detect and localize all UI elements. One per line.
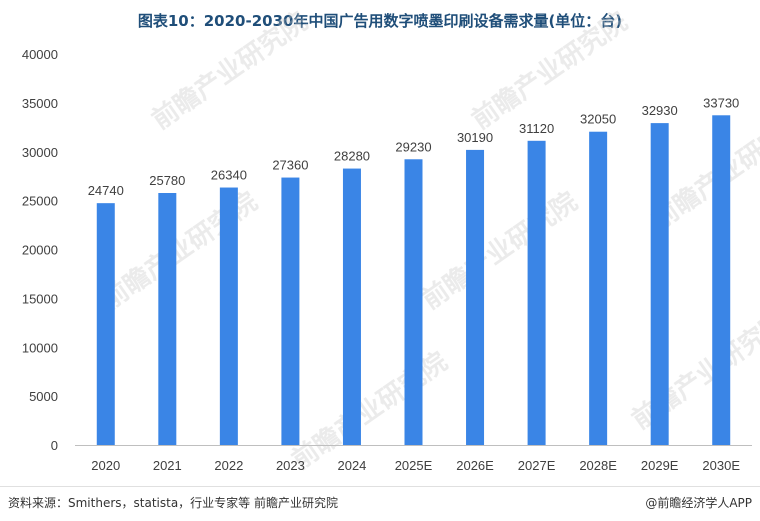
data-label-2027E: 31120 — [519, 121, 554, 136]
y-tick-label: 10000 — [22, 340, 58, 355]
y-tick-label: 0 — [51, 438, 58, 453]
data-label-2030E: 33730 — [703, 95, 739, 110]
x-tick-label-2023: 2023 — [276, 458, 305, 473]
watermark-text: 前瞻产业研究院 — [146, 6, 313, 136]
y-tick-label: 25000 — [22, 194, 58, 209]
y-tick-label: 15000 — [22, 291, 58, 306]
y-tick-label: 30000 — [22, 145, 58, 160]
credit-note: @前瞻经济学人APP — [645, 496, 752, 510]
y-tick-label: 20000 — [22, 243, 58, 258]
bar-2027E — [527, 140, 546, 445]
x-tick-label-2029E: 2029E — [641, 458, 679, 473]
bar-2028E — [589, 131, 608, 445]
data-label-2022: 26340 — [211, 168, 247, 183]
data-labels: 24740 25780 26340 27360 28280 29230 30190 31120… — [88, 95, 740, 198]
x-tick-label-2030E: 2030E — [702, 458, 740, 473]
data-label-2028E: 32050 — [580, 112, 616, 127]
y-tick-label: 5000 — [29, 389, 58, 404]
bar-2029E — [650, 123, 669, 445]
data-label-2029E: 32930 — [642, 103, 678, 118]
watermark-text: 前瞻产业研究院 — [286, 346, 453, 476]
bar-2025E — [404, 159, 423, 446]
x-tick-label-2020: 2020 — [91, 458, 120, 473]
data-label-2025E: 29230 — [395, 139, 431, 154]
x-tick-label-2022: 2022 — [214, 458, 243, 473]
bar-2022 — [219, 187, 238, 446]
bar-2021 — [158, 193, 177, 445]
x-tick-label-2024: 2024 — [337, 458, 366, 473]
y-tick-label: 40000 — [22, 47, 58, 62]
data-label-2021: 25780 — [149, 173, 185, 188]
bar-2023 — [281, 177, 300, 445]
x-tick-label-2025E: 2025E — [395, 458, 433, 473]
x-tick-label-2028E: 2028E — [579, 458, 617, 473]
data-label-2024: 28280 — [334, 149, 370, 164]
y-tick-label: 35000 — [22, 96, 58, 111]
source-note: 资料来源：Smithers，statista，行业专家等 前瞻产业研究院 — [8, 496, 338, 510]
watermark-text: 前瞻产业研究院 — [96, 186, 263, 316]
bar-2030E — [712, 115, 731, 446]
footer-divider — [0, 486, 760, 487]
bar-2026E — [466, 149, 485, 445]
x-axis: 2020 2021 2022 2023 2024 2025E 2026E 2027E 2028E… — [91, 458, 740, 473]
bars — [96, 115, 731, 446]
bar-2020 — [96, 203, 115, 445]
chart-title: 图表10：2020-2030年中国广告用数字喷墨印刷设备需求量(单位：台) — [137, 12, 623, 30]
data-label-2026E: 30190 — [457, 130, 493, 145]
y-axis: 0 5000 10000 15000 20000 25000 30000 35000 40000 — [22, 47, 58, 453]
watermark-text: 前瞻产业研究院 — [626, 306, 760, 436]
data-label-2020: 24740 — [88, 183, 124, 198]
data-label-2023: 27360 — [272, 158, 308, 173]
x-tick-label-2026E: 2026E — [456, 458, 494, 473]
x-tick-label-2027E: 2027E — [518, 458, 556, 473]
watermark-text: 前瞻产业研究院 — [416, 186, 583, 316]
bar-2024 — [342, 168, 361, 446]
x-tick-label-2021: 2021 — [153, 458, 182, 473]
